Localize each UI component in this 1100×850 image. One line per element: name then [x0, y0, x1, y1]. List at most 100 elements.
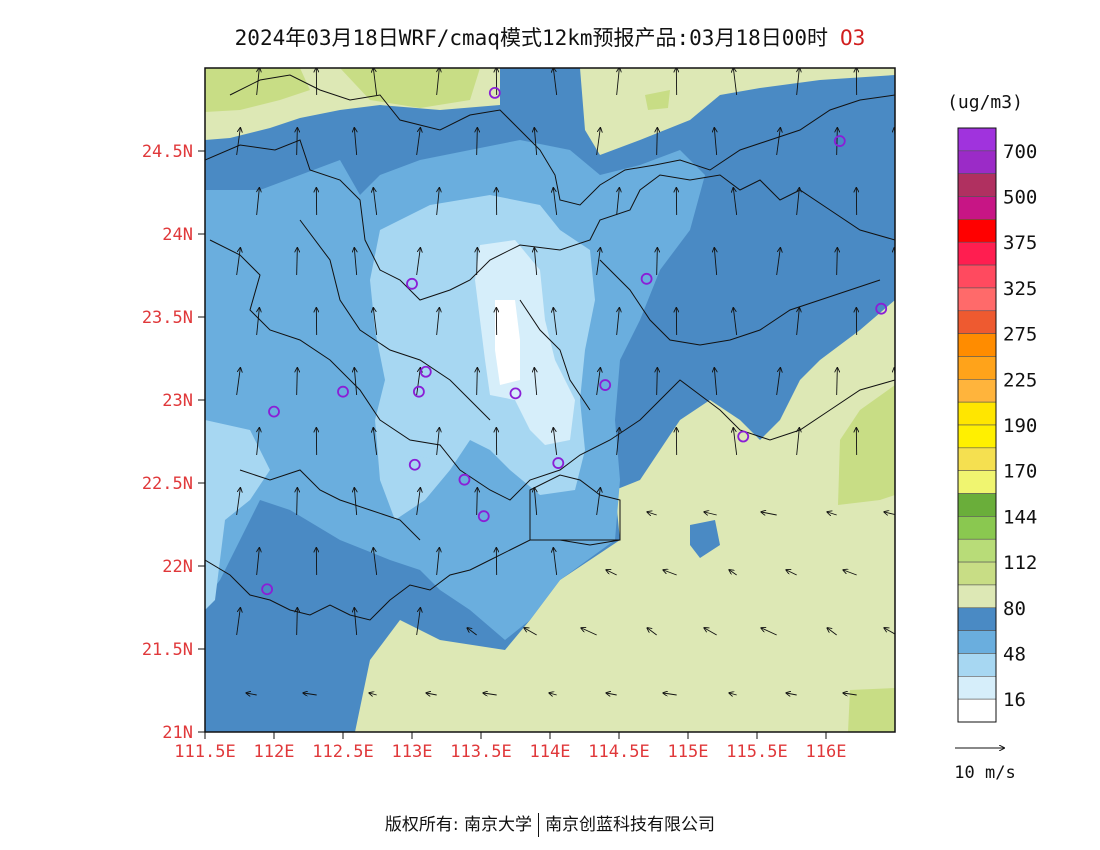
ozone-band-96-112-east	[838, 385, 895, 505]
wind-arrow	[606, 693, 617, 695]
legend-swatch	[957, 219, 997, 243]
legend-swatch	[957, 676, 997, 700]
station-marker	[268, 405, 280, 418]
station-marker	[406, 277, 418, 290]
wind-arrow	[909, 570, 916, 575]
lon-tick-label: 112E	[254, 742, 295, 762]
legend-swatch	[957, 493, 997, 517]
wind-arrow	[797, 428, 800, 456]
wind-arrow	[913, 308, 916, 335]
wind-arrow	[647, 628, 657, 636]
legend-swatch	[957, 241, 997, 266]
wind-arrow	[534, 488, 536, 516]
footer-separator	[538, 813, 540, 837]
lon-tick-label: 113E	[392, 742, 433, 762]
wind-arrow	[416, 368, 421, 396]
legend-frame	[957, 127, 997, 723]
copyright-text: 版权所有: 南京大学	[384, 815, 533, 835]
station-marker	[737, 430, 750, 443]
wind-arrow	[913, 428, 916, 455]
wind-arrow	[373, 68, 378, 96]
wind-arrow	[606, 570, 617, 576]
station-marker	[875, 302, 888, 315]
wind-arrow	[483, 693, 497, 695]
wind-arrow	[257, 188, 260, 216]
wind-arrow	[617, 68, 620, 96]
legend-swatch	[957, 424, 997, 449]
legend-swatch	[957, 401, 997, 426]
wind-arrow	[837, 128, 838, 156]
ozone-band-64-80-sea-patch	[690, 520, 720, 558]
legend-swatch	[957, 584, 997, 609]
wind-arrow	[297, 368, 298, 396]
ozone-band-0-16	[495, 300, 520, 385]
wind-arrow	[776, 248, 781, 276]
lon-tick-label: 115E	[668, 742, 709, 762]
wind-arrow	[553, 188, 558, 216]
wind-arrow	[524, 628, 537, 636]
county-boundary-north	[229, 74, 895, 206]
monitoring-stations	[261, 87, 888, 596]
wind-arrow	[657, 368, 658, 396]
wind-arrow	[776, 128, 781, 156]
legend-label: 16	[1003, 689, 1026, 711]
wind-arrow	[373, 308, 378, 336]
wind-arrow	[663, 570, 677, 576]
wind-arrow	[786, 693, 797, 695]
lon-tick-label: 112.5E	[312, 742, 373, 762]
wind-arrow	[786, 570, 797, 576]
legend-label: 190	[1003, 415, 1037, 437]
station-marker	[552, 457, 565, 469]
legend-swatch	[957, 653, 997, 677]
hong-kong-boundary	[529, 474, 621, 541]
lon-tick-label: 114.5E	[588, 742, 649, 762]
wind-arrow	[236, 368, 241, 396]
wind-reference-label: 10 m/s	[954, 763, 1015, 783]
wind-arrow	[257, 68, 260, 96]
wind-arrow	[534, 248, 536, 276]
wind-arrow	[729, 693, 737, 695]
wind-arrow	[596, 368, 601, 396]
wind-arrow	[297, 608, 298, 636]
legend-label: 700	[1003, 141, 1037, 163]
wind-arrow	[733, 308, 738, 336]
company-name: 南京创蓝科技有限公司	[545, 815, 716, 835]
wind-arrow	[553, 308, 558, 336]
wind-arrow	[437, 188, 440, 216]
wind-arrow	[426, 693, 437, 695]
legend-swatch	[957, 173, 997, 197]
county-boundary-east	[599, 259, 881, 346]
county-boundary-core	[519, 299, 591, 411]
legend-swatch	[957, 379, 997, 403]
latitude-axis: 24.5N 24N 23.5N 23N 22.5N 22N 21.5N 21N	[142, 142, 205, 743]
wind-arrow	[257, 308, 260, 336]
wind-arrow	[714, 248, 716, 276]
legend-swatch	[957, 127, 997, 152]
legend-label: 375	[1003, 232, 1037, 254]
wind-arrow	[354, 248, 356, 276]
wind-arrow	[257, 548, 260, 576]
legend-label: 48	[1003, 643, 1026, 665]
wind-arrow	[303, 693, 317, 695]
wind-arrow	[236, 128, 241, 156]
wind-arrow	[761, 628, 777, 636]
station-marker	[412, 385, 425, 398]
legend-label: 225	[1003, 369, 1037, 391]
wind-arrow	[437, 548, 440, 576]
station-marker	[509, 387, 522, 400]
wind-arrow	[797, 308, 800, 336]
station-marker	[488, 87, 501, 99]
ozone-field	[205, 68, 895, 732]
title-text: 2024年03月18日WRF/cmaq模式12km预报产品:03月18日00时	[234, 26, 829, 50]
station-marker	[640, 272, 653, 285]
wind-arrow	[416, 608, 421, 636]
legend-swatch	[957, 516, 997, 540]
wind-arrow	[477, 488, 478, 516]
wind-arrow	[297, 488, 298, 516]
wind-arrow	[704, 628, 717, 636]
wind-arrow	[581, 628, 597, 636]
lon-tick-label: 111.5E	[174, 742, 235, 762]
legend-label: 325	[1003, 278, 1037, 300]
admin-boundaries	[205, 74, 895, 621]
